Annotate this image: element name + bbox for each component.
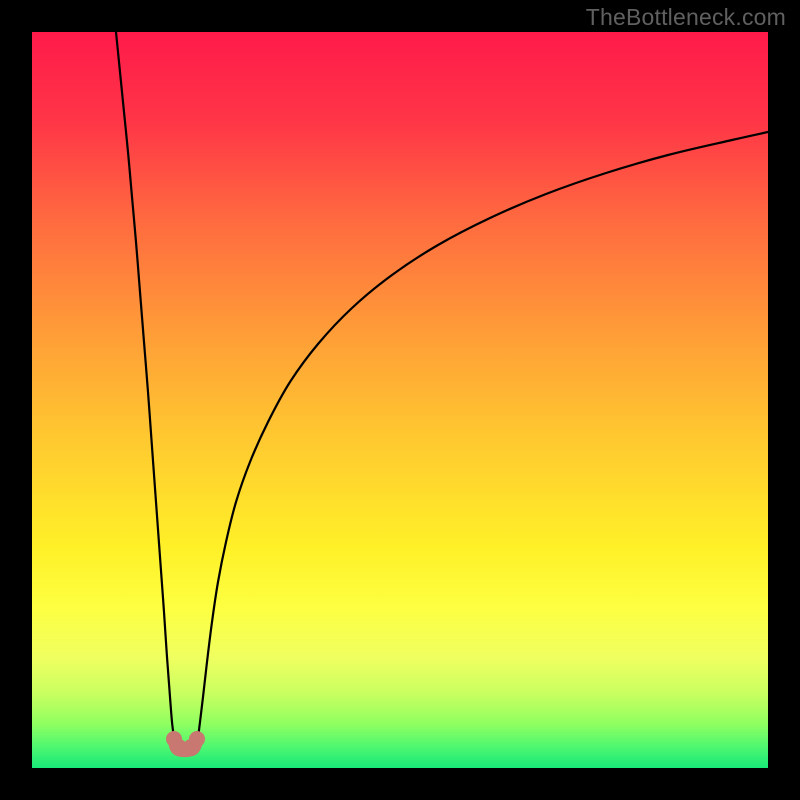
chart-container: TheBottleneck.com (0, 0, 800, 800)
gradient-background (32, 32, 768, 768)
watermark-text: TheBottleneck.com (586, 4, 786, 31)
plot-area (32, 32, 768, 768)
